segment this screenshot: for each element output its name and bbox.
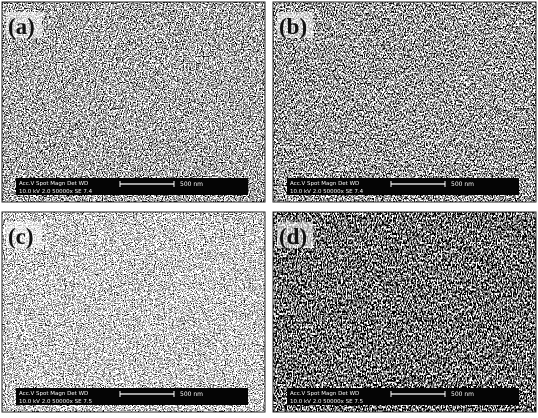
info-line: 10.0 kV 2.0 50000x SE 7.4 (19, 189, 93, 195)
micrograph-panel: (c) Acc.V Spot Magn Det WD 10.0 kV 2.0 500… (2, 212, 265, 412)
info-line: Acc.V Spot Magn Det WD (290, 181, 359, 187)
info-line: Acc.V Spot Magn Det WD (290, 391, 359, 397)
panel-label: (a) (8, 14, 35, 39)
micrograph-panel: (b) Acc.V Spot Magn Det WD 10.0 kV 2.0 500… (273, 2, 536, 202)
info-line: 10.0 kV 2.0 50000x SE 7.4 (290, 189, 364, 195)
scale-bar-label: 500 nm (451, 181, 474, 188)
panel-label: (c) (8, 224, 34, 249)
info-line: Acc.V Spot Magn Det WD (19, 181, 88, 187)
scale-bar-label: 500 nm (180, 391, 203, 398)
scale-bar-label: 500 nm (180, 181, 203, 188)
info-line: Acc.V Spot Magn Det WD (19, 391, 88, 397)
micrograph-panel: (a) Acc.V Spot Magn Det WD 10.0 kV 2.0 500… (2, 2, 265, 202)
panel-label: (b) (279, 14, 307, 39)
info-line: 10.0 kV 2.0 50000x SE 7.5 (19, 399, 93, 405)
panel-label: (d) (279, 224, 307, 249)
micrograph-panel: (d) Acc.V Spot Magn Det WD 10.0 kV 2.0 500… (273, 212, 536, 412)
figure: (a) Acc.V Spot Magn Det WD 10.0 kV 2.0 500… (0, 0, 538, 418)
scale-bar-label: 500 nm (451, 391, 474, 398)
info-line: 10.0 kV 2.0 50000x SE 7.5 (290, 399, 364, 405)
